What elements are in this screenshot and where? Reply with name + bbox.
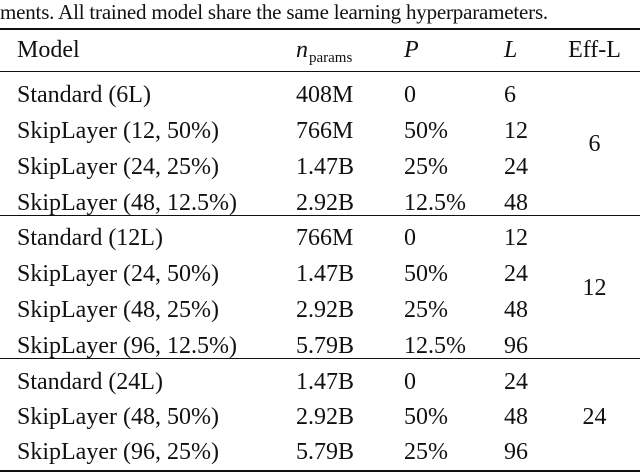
cell-model: Standard (24L) xyxy=(17,369,163,395)
cell-p: 12.5% xyxy=(404,190,466,216)
cell-p: 25% xyxy=(404,154,448,180)
header-l: L xyxy=(504,37,518,63)
cell-l: 96 xyxy=(504,439,528,465)
cell-params: 5.79B xyxy=(296,333,355,359)
cell-model: SkipLayer (24, 25%) xyxy=(17,154,219,180)
table-row: SkipLayer (48, 12.5%) 2.92B 12.5% 48 xyxy=(0,185,640,221)
cell-l: 12 xyxy=(504,118,528,144)
cell-model: SkipLayer (48, 12.5%) xyxy=(17,190,237,216)
cell-params: 766M xyxy=(296,225,354,251)
group-rule xyxy=(0,215,640,216)
cell-params: 5.79B xyxy=(296,439,355,465)
cell-params: 2.92B xyxy=(296,190,355,216)
cell-params: 2.92B xyxy=(296,297,355,323)
cell-model: SkipLayer (96, 25%) xyxy=(17,439,219,465)
table-row: Standard (24L) 1.47B 0 24 xyxy=(0,364,640,400)
cell-p: 12.5% xyxy=(404,333,466,359)
cell-l: 96 xyxy=(504,333,528,359)
cell-model: SkipLayer (24, 50%) xyxy=(17,261,219,287)
cell-l: 48 xyxy=(504,190,528,216)
cell-p: 0 xyxy=(404,369,416,395)
header-p: P xyxy=(404,37,419,63)
cell-params: 408M xyxy=(296,82,354,108)
cell-l: 48 xyxy=(504,297,528,323)
top-rule xyxy=(0,28,640,30)
cell-model: SkipLayer (48, 25%) xyxy=(17,297,219,323)
group-eff-l: 24 xyxy=(582,404,607,430)
cell-model: Standard (6L) xyxy=(17,82,151,108)
cell-p: 25% xyxy=(404,297,448,323)
cell-model: SkipLayer (48, 50%) xyxy=(17,404,219,430)
cell-l: 6 xyxy=(504,82,516,108)
header-params-symbol: n xyxy=(296,37,308,63)
cell-p: 25% xyxy=(404,439,448,465)
header-params-subscript: params xyxy=(309,50,353,66)
table-row: SkipLayer (48, 25%) 2.92B 25% 48 xyxy=(0,292,640,328)
cell-params: 1.47B xyxy=(296,154,355,180)
cell-l: 24 xyxy=(504,154,528,180)
group-rule xyxy=(0,358,640,359)
group-eff-l: 6 xyxy=(588,131,601,157)
cell-l: 12 xyxy=(504,225,528,251)
cell-p: 50% xyxy=(404,404,448,430)
table-row: SkipLayer (12, 50%) 766M 50% 12 xyxy=(0,113,640,149)
table-row: Standard (12L) 766M 0 12 xyxy=(0,220,640,256)
cell-p: 50% xyxy=(404,118,448,144)
cell-params: 1.47B xyxy=(296,261,355,287)
caption-tail: ments. All trained model share the same … xyxy=(0,0,548,24)
table-row: SkipLayer (24, 25%) 1.47B 25% 24 xyxy=(0,149,640,185)
header-params: nparams xyxy=(296,32,352,76)
header-model: Model xyxy=(17,37,80,63)
cell-model: Standard (12L) xyxy=(17,225,163,251)
table-row: SkipLayer (96, 25%) 5.79B 25% 96 xyxy=(0,434,640,470)
cell-l: 48 xyxy=(504,404,528,430)
cell-p: 0 xyxy=(404,82,416,108)
table-row: SkipLayer (48, 50%) 2.92B 50% 48 xyxy=(0,399,640,435)
cell-l: 24 xyxy=(504,369,528,395)
cell-params: 2.92B xyxy=(296,404,355,430)
cell-p: 50% xyxy=(404,261,448,287)
header-rule xyxy=(0,71,640,72)
cell-model: SkipLayer (96, 12.5%) xyxy=(17,333,237,359)
bottom-rule xyxy=(0,470,640,472)
cell-model: SkipLayer (12, 50%) xyxy=(17,118,219,144)
cell-params: 766M xyxy=(296,118,354,144)
table-header: Model nparams P L Eff-L xyxy=(0,32,640,68)
header-eff-l: Eff-L xyxy=(568,37,621,63)
group-eff-l: 12 xyxy=(582,275,607,301)
table-row: SkipLayer (24, 50%) 1.47B 50% 24 xyxy=(0,256,640,292)
cell-p: 0 xyxy=(404,225,416,251)
table-row: Standard (6L) 408M 0 6 xyxy=(0,77,640,113)
cell-l: 24 xyxy=(504,261,528,287)
cell-params: 1.47B xyxy=(296,369,355,395)
table-row: SkipLayer (96, 12.5%) 5.79B 12.5% 96 xyxy=(0,328,640,364)
